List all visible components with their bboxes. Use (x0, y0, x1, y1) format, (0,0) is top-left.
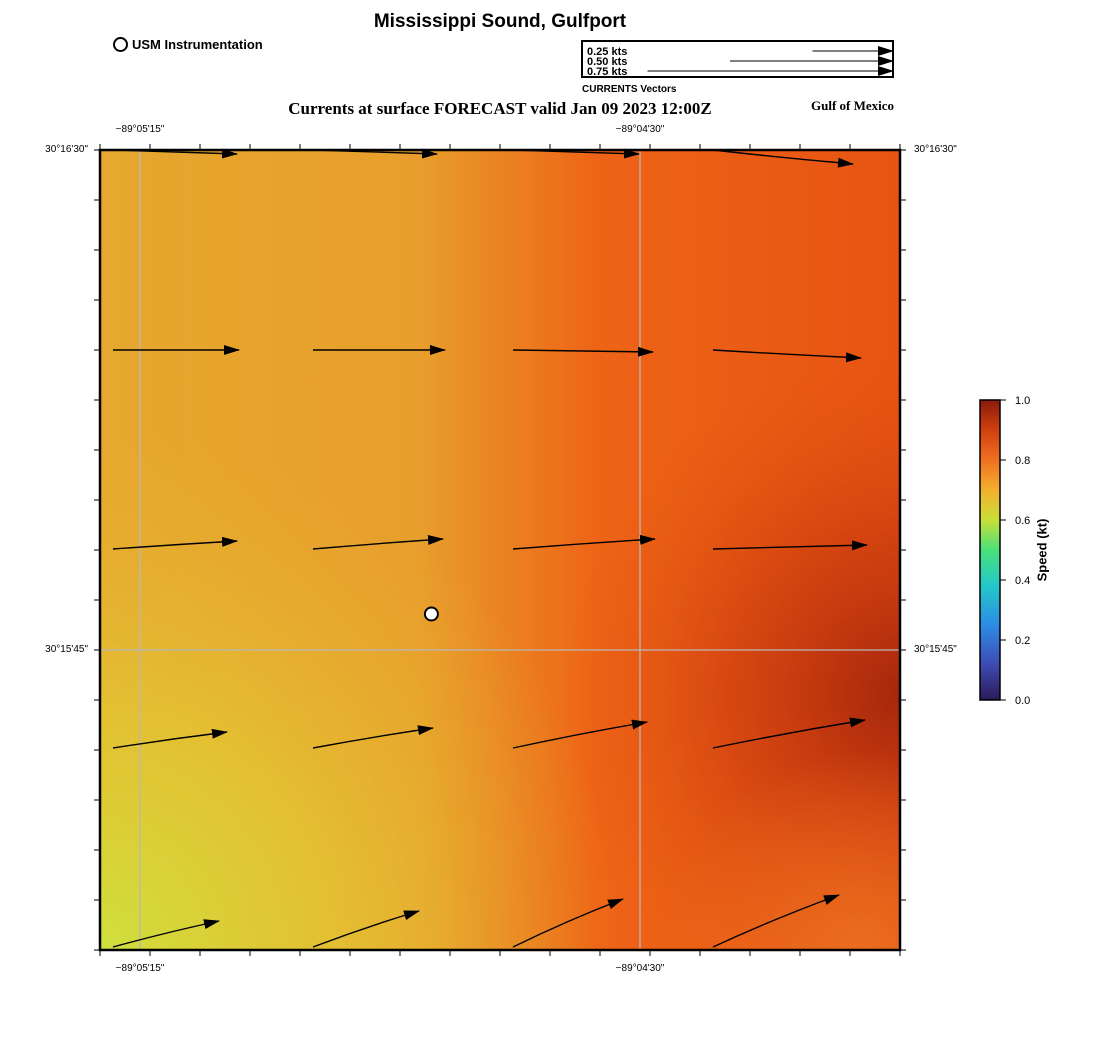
colorbar-tick-label: 0.2 (1015, 635, 1030, 647)
current-vector-arrow (112, 919, 220, 948)
colorbar (979, 399, 1001, 701)
current-vector-arrow (512, 148, 640, 159)
vector-scale-legend: 0.25 kts 0.50 kts 0.75 kts (581, 40, 894, 78)
vector-scale-label: 0.25 kts (587, 46, 628, 58)
vector-scale-arrows (647, 46, 892, 76)
current-vector-arrow (512, 719, 648, 749)
colorbar-tick-label: 0.6 (1015, 515, 1030, 527)
current-vectors (112, 148, 868, 948)
speed-field-edge-zone (100, 150, 900, 950)
current-vector-arrow (712, 894, 840, 948)
current-vector-arrow (112, 536, 238, 550)
current-vector-arrow (312, 725, 434, 749)
vector-legend-caption: CURRENTS Vectors (582, 84, 677, 95)
current-vector-arrow (312, 535, 444, 550)
current-vector-arrow (312, 910, 420, 948)
colorbar-label: Speed (kt) (1034, 518, 1050, 582)
station-circle-icon (113, 37, 128, 52)
station-legend-label: USM Instrumentation (132, 37, 263, 52)
current-vector-arrow (712, 349, 862, 363)
lat-tick-label-left: 30°16'30" (45, 144, 88, 155)
lon-tick-label-top: −89°04'30" (615, 124, 665, 135)
current-vector-arrow (112, 728, 228, 749)
frame-ticks (94, 144, 906, 956)
current-vector-arrow (712, 540, 868, 551)
lat-tick-label-right: 30°16'30" (914, 144, 957, 155)
current-vector-arrow (512, 534, 656, 550)
lat-tick-label-left: 30°15'45" (45, 644, 88, 655)
current-vector-arrow (712, 717, 866, 749)
colorbar-tick-label: 0.0 (1015, 695, 1030, 707)
current-vector-arrow (312, 148, 438, 159)
colorbar-tick-label: 0.4 (1015, 575, 1030, 587)
lon-tick-label-bottom: −89°05'15" (115, 963, 165, 974)
current-vector-arrow (512, 346, 654, 357)
current-vector-arrow (112, 148, 238, 159)
lon-tick-label-top: −89°05'15" (115, 124, 165, 135)
lat-tick-label-right: 30°15'45" (914, 644, 957, 655)
region-label: Gulf of Mexico (811, 98, 895, 113)
colorbar-tick-label: 0.8 (1015, 455, 1030, 467)
current-vector-arrow (712, 149, 854, 168)
forecast-subtitle: Currents at surface FORECAST valid Jan 0… (288, 99, 712, 118)
map-title: Mississippi Sound, Gulfport (373, 11, 627, 32)
colorbar-ticks: 1.0 0.8 0.6 0.4 0.2 0.0 (1000, 395, 1030, 707)
usm-station-marker (423, 606, 439, 622)
vector-scale-label: 0.50 kts (587, 56, 628, 68)
current-vector-arrow (512, 898, 624, 948)
lon-tick-label-bottom: −89°04'30" (615, 963, 665, 974)
station-legend: USM Instrumentation (113, 37, 263, 52)
colorbar-tick-label: 1.0 (1015, 395, 1030, 407)
vector-scale-label: 0.75 kts (587, 66, 628, 78)
